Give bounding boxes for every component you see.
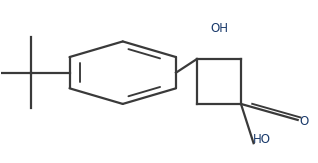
Text: HO: HO — [253, 133, 271, 146]
Text: OH: OH — [210, 22, 228, 35]
Text: O: O — [300, 115, 309, 128]
